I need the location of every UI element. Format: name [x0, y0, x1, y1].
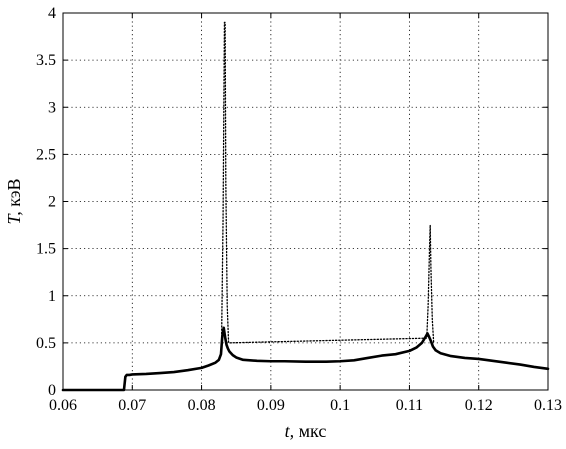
- axis-ticks: 0.06 0.07 0.08 0.09 0.1 0.11 0.12 0.13 0 0.5 1 1.5 2…: [36, 5, 562, 414]
- y-tick-label: 1.5: [36, 241, 56, 258]
- x-tick-label: 0.12: [465, 397, 493, 414]
- y-axis-variable: T,: [4, 211, 24, 224]
- y-tick-label: 0.5: [36, 335, 56, 352]
- y-axis-label: T, кэВ: [4, 179, 24, 225]
- x-tick-label: 0.11: [396, 397, 423, 414]
- y-tick-label: 4: [48, 5, 56, 22]
- x-tick-label: 0.13: [534, 397, 562, 414]
- x-tick-label: 0.09: [257, 397, 285, 414]
- x-tick-label: 0.07: [118, 397, 146, 414]
- y-tick-label: 3.5: [36, 52, 56, 69]
- y-tick-label: 2.5: [36, 146, 56, 163]
- y-tick-label: 3: [48, 99, 56, 116]
- x-tick-label: 0.1: [330, 397, 350, 414]
- x-axis-unit: мкс: [294, 421, 326, 441]
- series-line-dotted: [221, 21, 435, 344]
- y-tick-label: 2: [48, 194, 56, 211]
- x-tick-label: 0.06: [49, 397, 77, 414]
- series-line-solid: [61, 326, 550, 392]
- y-tick-label: 1: [48, 288, 56, 305]
- grid-lines: [63, 13, 548, 390]
- x-axis-label: t, мкс: [285, 421, 327, 441]
- y-axis-unit: кэВ: [4, 179, 24, 212]
- x-tick-label: 0.08: [188, 397, 216, 414]
- plot-series: [61, 21, 550, 392]
- x-axis-variable: t,: [285, 421, 295, 441]
- y-tick-label: 0: [48, 382, 56, 399]
